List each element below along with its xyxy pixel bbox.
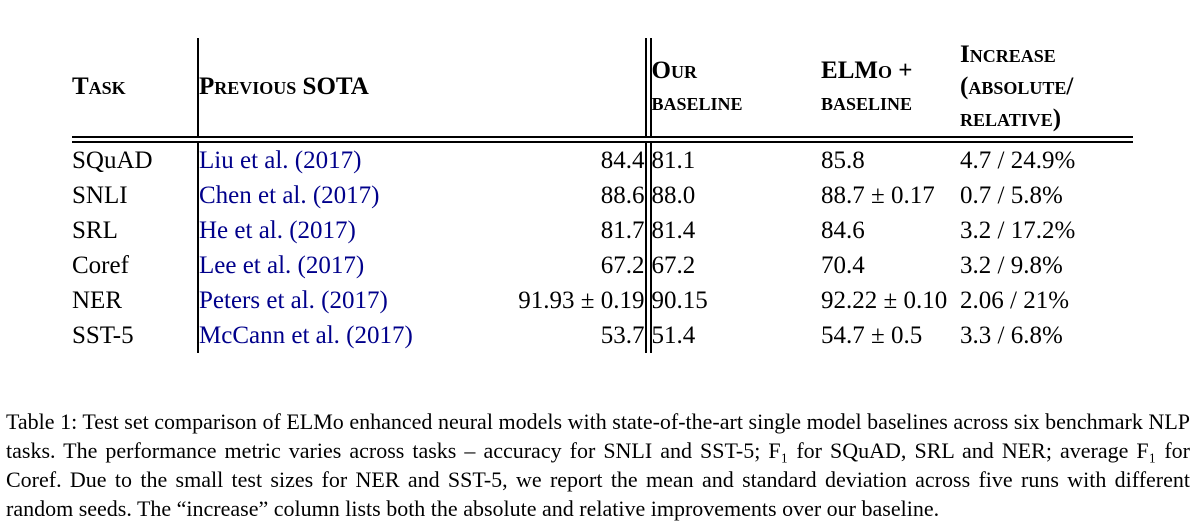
header-our-baseline-line2: baseline	[651, 89, 743, 116]
our-baseline-cell: 67.2	[644, 248, 822, 283]
column-header-task: Task	[72, 38, 199, 143]
table-row: SRL He et al. (2017) 81.7 81.4 84.6 3.2 …	[72, 213, 1133, 248]
column-header-our-baseline: Our baseline	[644, 38, 822, 143]
table-row: SQuAD Liu et al. (2017) 84.4 81.1 85.8 4…	[72, 139, 1133, 179]
paper-page: Task Previous SOTA Our baseline ELMo + b…	[0, 38, 1196, 532]
sota-ref-cell: McCann et al. (2017)	[198, 318, 448, 353]
our-baseline-cell: 81.1	[644, 139, 822, 178]
task-cell: SQuAD	[72, 139, 199, 178]
task-cell: Coref	[72, 248, 199, 283]
our-baseline-cell: 90.15	[644, 283, 822, 318]
our-baseline-cell: 88.0	[644, 178, 822, 213]
our-baseline-cell: 81.4	[644, 213, 822, 248]
header-increase-line2: (absolute/	[960, 73, 1074, 100]
sota-value-cell: 84.4	[600, 146, 645, 174]
table-row: Coref Lee et al. (2017) 67.2 67.2 70.4 3…	[72, 248, 1133, 283]
citation-link[interactable]: Chen et al. (2017)	[199, 181, 380, 209]
header-increase-line1: Increase	[960, 41, 1056, 68]
sota-value-cell: 53.7	[600, 321, 645, 349]
column-header-elmo-baseline: ELMo + baseline	[821, 38, 961, 143]
table-row: NER Peters et al. (2017) 91.93 ± 0.19 90…	[72, 283, 1133, 318]
header-previous-sota-label: Previous SOTA	[199, 73, 369, 100]
citation-link[interactable]: Lee et al. (2017)	[199, 251, 365, 279]
citation-link[interactable]: Liu et al. (2017)	[199, 146, 362, 174]
sota-value-cell: 67.2	[600, 251, 645, 279]
increase-cell: 3.2 / 17.2%	[960, 216, 1076, 244]
task-cell: SRL	[72, 213, 199, 248]
sota-ref-cell: Chen et al. (2017)	[198, 178, 448, 213]
task-cell: NER	[72, 283, 199, 318]
header-increase-line3: relative)	[960, 105, 1062, 132]
header-our-baseline-line1: Our	[651, 57, 697, 84]
sota-ref-cell: Lee et al. (2017)	[198, 248, 448, 283]
header-row: Task Previous SOTA Our baseline ELMo + b…	[72, 38, 1134, 143]
increase-cell: 4.7 / 24.9%	[960, 146, 1076, 174]
elmo-baseline-cell: 70.4	[821, 251, 865, 279]
header-elmo-baseline-line1: ELMo +	[821, 57, 913, 84]
elmo-baseline-cell: 84.6	[821, 216, 865, 244]
increase-cell: 3.3 / 6.8%	[960, 321, 1063, 349]
sota-value-cell: 91.93 ± 0.19	[518, 286, 645, 314]
elmo-baseline-cell: 54.7 ± 0.5	[821, 321, 923, 349]
column-header-previous-sota: Previous SOTA	[198, 38, 649, 143]
citation-link[interactable]: Peters et al. (2017)	[199, 286, 388, 314]
our-baseline-cell: 51.4	[644, 318, 822, 353]
sota-ref-cell: Liu et al. (2017)	[198, 140, 448, 179]
table-row: SST-5 McCann et al. (2017) 53.7 51.4 54.…	[72, 318, 1133, 353]
elmo-baseline-cell: 85.8	[821, 146, 865, 174]
sota-ref-cell: Peters et al. (2017)	[198, 283, 448, 318]
results-table: Task Previous SOTA Our baseline ELMo + b…	[72, 38, 1134, 353]
elmo-baseline-cell: 88.7 ± 0.17	[821, 181, 935, 209]
task-cell: SNLI	[72, 178, 199, 213]
elmo-baseline-cell: 92.22 ± 0.10	[821, 286, 948, 314]
increase-cell: 3.2 / 9.8%	[960, 251, 1063, 279]
table-caption: Table 1: Test set comparison of ELMo enh…	[6, 409, 1190, 521]
sota-value-cell: 88.6	[600, 181, 645, 209]
citation-link[interactable]: He et al. (2017)	[199, 216, 356, 244]
header-elmo-baseline-line2: baseline	[821, 89, 913, 116]
task-cell: SST-5	[72, 318, 199, 353]
sota-ref-cell: He et al. (2017)	[198, 213, 448, 248]
table-row: SNLI Chen et al. (2017) 88.6 88.0 88.7 ±…	[72, 178, 1133, 213]
increase-cell: 0.7 / 5.8%	[960, 181, 1063, 209]
column-header-increase: Increase (absolute/ relative)	[960, 38, 1134, 143]
sota-value-cell: 81.7	[600, 216, 645, 244]
increase-cell: 2.06 / 21%	[960, 286, 1070, 314]
citation-link[interactable]: McCann et al. (2017)	[199, 321, 413, 349]
header-task-label: Task	[72, 73, 126, 100]
